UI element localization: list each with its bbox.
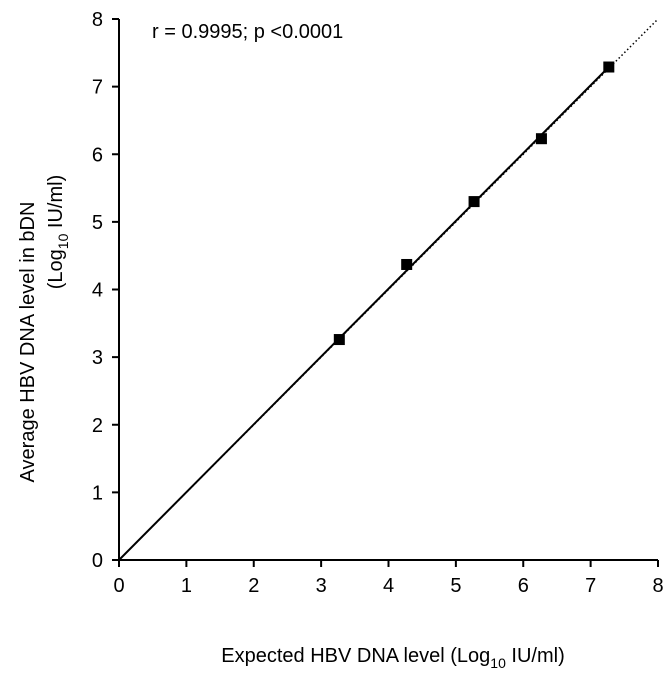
data-point [603, 61, 615, 73]
x-tick-label: 0 [113, 575, 124, 597]
x-tick-label: 2 [248, 575, 259, 597]
data-point [468, 196, 480, 208]
y-tick-label: 7 [92, 77, 103, 99]
x-tick-label: 3 [316, 575, 327, 597]
x-tick-label: 6 [518, 575, 529, 597]
x-tick-label: 1 [181, 575, 192, 597]
plot-lines [118, 18, 659, 561]
data-point [333, 334, 345, 346]
x-axis-title-part2: IU/ml) [506, 645, 565, 667]
y-tick-label: 0 [92, 550, 103, 572]
y-tick-label: 2 [92, 415, 103, 437]
y-tick-label: 8 [92, 9, 103, 31]
y-tick-label: 4 [92, 280, 103, 302]
x-tick-label: 8 [652, 575, 663, 597]
correlation-annotation: r = 0.9995; p <0.0001 [152, 21, 343, 43]
y-tick-label: 5 [92, 212, 103, 234]
x-axis-title: Expected HBV DNA level (Log10 IU/ml) [221, 645, 565, 671]
y-axis-title-line2-subscript: 10 [55, 233, 71, 249]
data-markers [333, 61, 615, 346]
x-axis-title-subscript: 10 [490, 655, 506, 671]
y-axis-title-line2: (Log10 IU/ml) [45, 175, 71, 290]
regression-line [118, 66, 610, 561]
data-point [401, 258, 413, 270]
x-tick-label: 7 [585, 575, 596, 597]
x-tick-label: 5 [450, 575, 461, 597]
y-tick-label: 1 [92, 482, 103, 504]
y-tick-label: 6 [92, 144, 103, 166]
y-axis-title: Average HBV DNA level in bDN (Log10 IU/m… [17, 175, 71, 483]
data-point [535, 133, 547, 145]
y-axis-title-line2-part2: IU/ml) [45, 175, 67, 234]
x-tick-label: 4 [383, 575, 394, 597]
ticks: 0 1 2 3 4 5 6 7 8 0 1 2 3 4 5 6 7 8 [92, 9, 664, 597]
y-tick-label: 3 [92, 347, 103, 369]
x-axis-title-part1: Expected HBV DNA level (Log [221, 645, 490, 667]
y-axis-title-line1: Average HBV DNA level in bDN [17, 202, 39, 483]
y-axis-title-line2-part1: (Log [45, 249, 67, 289]
